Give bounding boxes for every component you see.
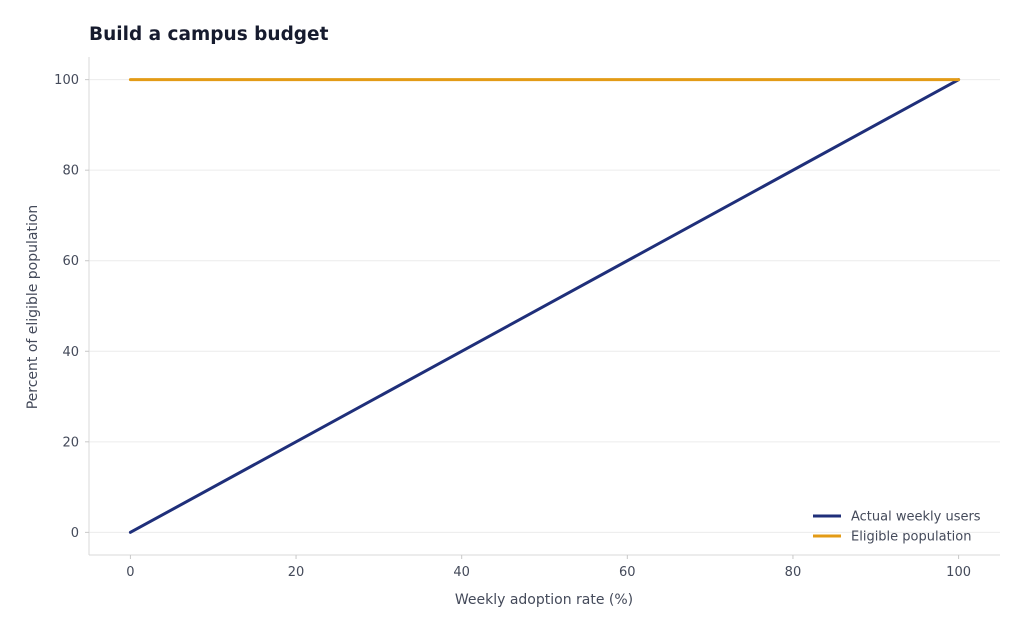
y-tick-label: 0 (71, 526, 79, 541)
x-axis-label: Weekly adoption rate (%) (455, 592, 633, 608)
legend-label: Actual weekly users (851, 510, 981, 525)
x-tick-label: 0 (126, 565, 134, 580)
x-tick-label: 20 (288, 565, 305, 580)
y-tick-label: 20 (62, 435, 79, 450)
y-axis-label: Percent of eligible population (25, 205, 41, 410)
axes: 0 20 40 60 80 100 0 20 40 60 80 100 (54, 57, 1000, 580)
series-line-1 (128, 78, 961, 534)
legend-label: Eligible population (851, 530, 971, 545)
x-tick-label: 60 (619, 565, 636, 580)
y-tick-label: 80 (62, 164, 79, 179)
y-tick-label: 100 (54, 73, 79, 88)
y-tick-label: 60 (62, 254, 79, 269)
x-tick-label: 80 (785, 565, 802, 580)
legend: Actual weekly users Eligible population (813, 510, 981, 545)
x-tick-label: 100 (946, 565, 971, 580)
x-tick-label: 40 (453, 565, 470, 580)
y-tick-label: 40 (62, 345, 79, 360)
plot-series (128, 78, 961, 534)
chart-title: Build a campus budget (89, 24, 329, 45)
